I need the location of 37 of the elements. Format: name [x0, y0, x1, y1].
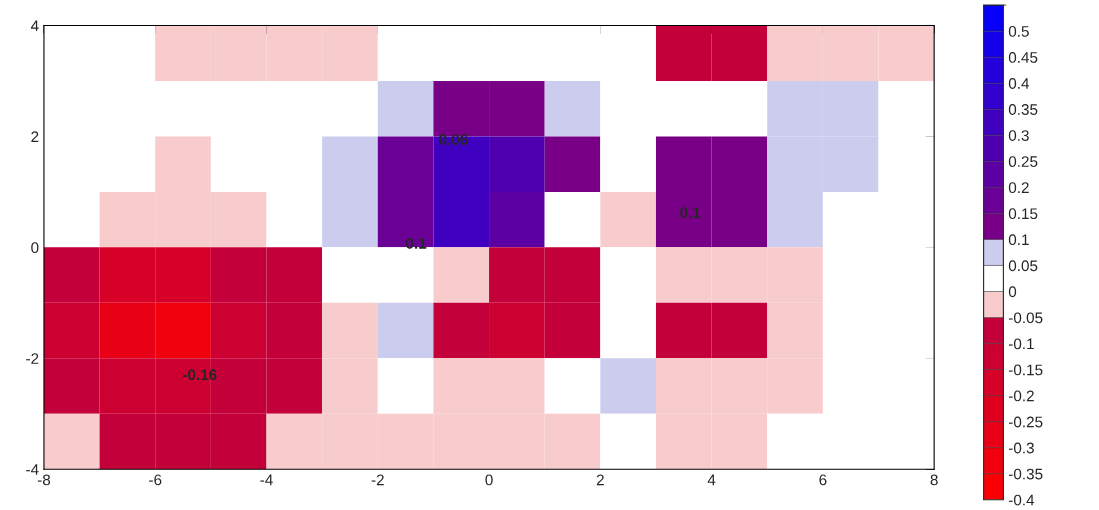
color-bar-label: 0.2: [1008, 182, 1029, 194]
x-tick-label: -8: [37, 474, 51, 486]
color-bar-label: -0.15: [1008, 364, 1043, 376]
color-bar-label: 0.45: [1008, 52, 1038, 63]
x-tick-label: 4: [707, 474, 716, 486]
color-bar-label: -0.4: [1008, 494, 1035, 506]
x-tick-label: 8: [930, 474, 938, 486]
annotation: 0.1: [680, 207, 701, 219]
color-bar-label: 0.05: [1008, 260, 1038, 272]
color-bar-label: 0.4: [1008, 78, 1030, 89]
y-tick-label: 0: [31, 242, 39, 254]
annotation: 0.1: [406, 237, 427, 249]
color-bar-label: -0.2: [1008, 390, 1034, 402]
color-bar-label: 0.35: [1008, 104, 1038, 115]
x-tick-label: 6: [819, 474, 827, 486]
x-tick-label: -4: [260, 474, 273, 486]
color-bar-label: -0.05: [1008, 312, 1043, 324]
color-bar-label: 0.25: [1008, 156, 1038, 168]
y-tick-label: -2: [26, 353, 39, 364]
color-bar-label: -0.3: [1008, 442, 1034, 454]
x-tick-label: -2: [371, 474, 384, 486]
y-tick-label: -4: [26, 464, 39, 475]
annotation: -0.16: [182, 369, 217, 381]
color-bar-label: 0.15: [1008, 208, 1038, 220]
annotation: 0.06: [439, 134, 468, 145]
color-bar-label: -0.25: [1008, 416, 1043, 428]
x-tick-label: 2: [596, 474, 604, 486]
y-tick-label: 2: [31, 131, 39, 142]
color-bar-label: -0.1: [1008, 338, 1034, 350]
y-tick-label: 4: [30, 20, 39, 32]
color-bar-label: 0.1: [1008, 234, 1029, 246]
color-bar-label: -0.35: [1008, 468, 1043, 480]
color-bar-label: 0.5: [1008, 26, 1029, 37]
color-bar-label: 0.3: [1008, 130, 1029, 141]
x-tick-label: -6: [149, 474, 162, 486]
color-bar-label: 0: [1008, 286, 1017, 298]
x-tick-label: 0: [485, 474, 493, 486]
